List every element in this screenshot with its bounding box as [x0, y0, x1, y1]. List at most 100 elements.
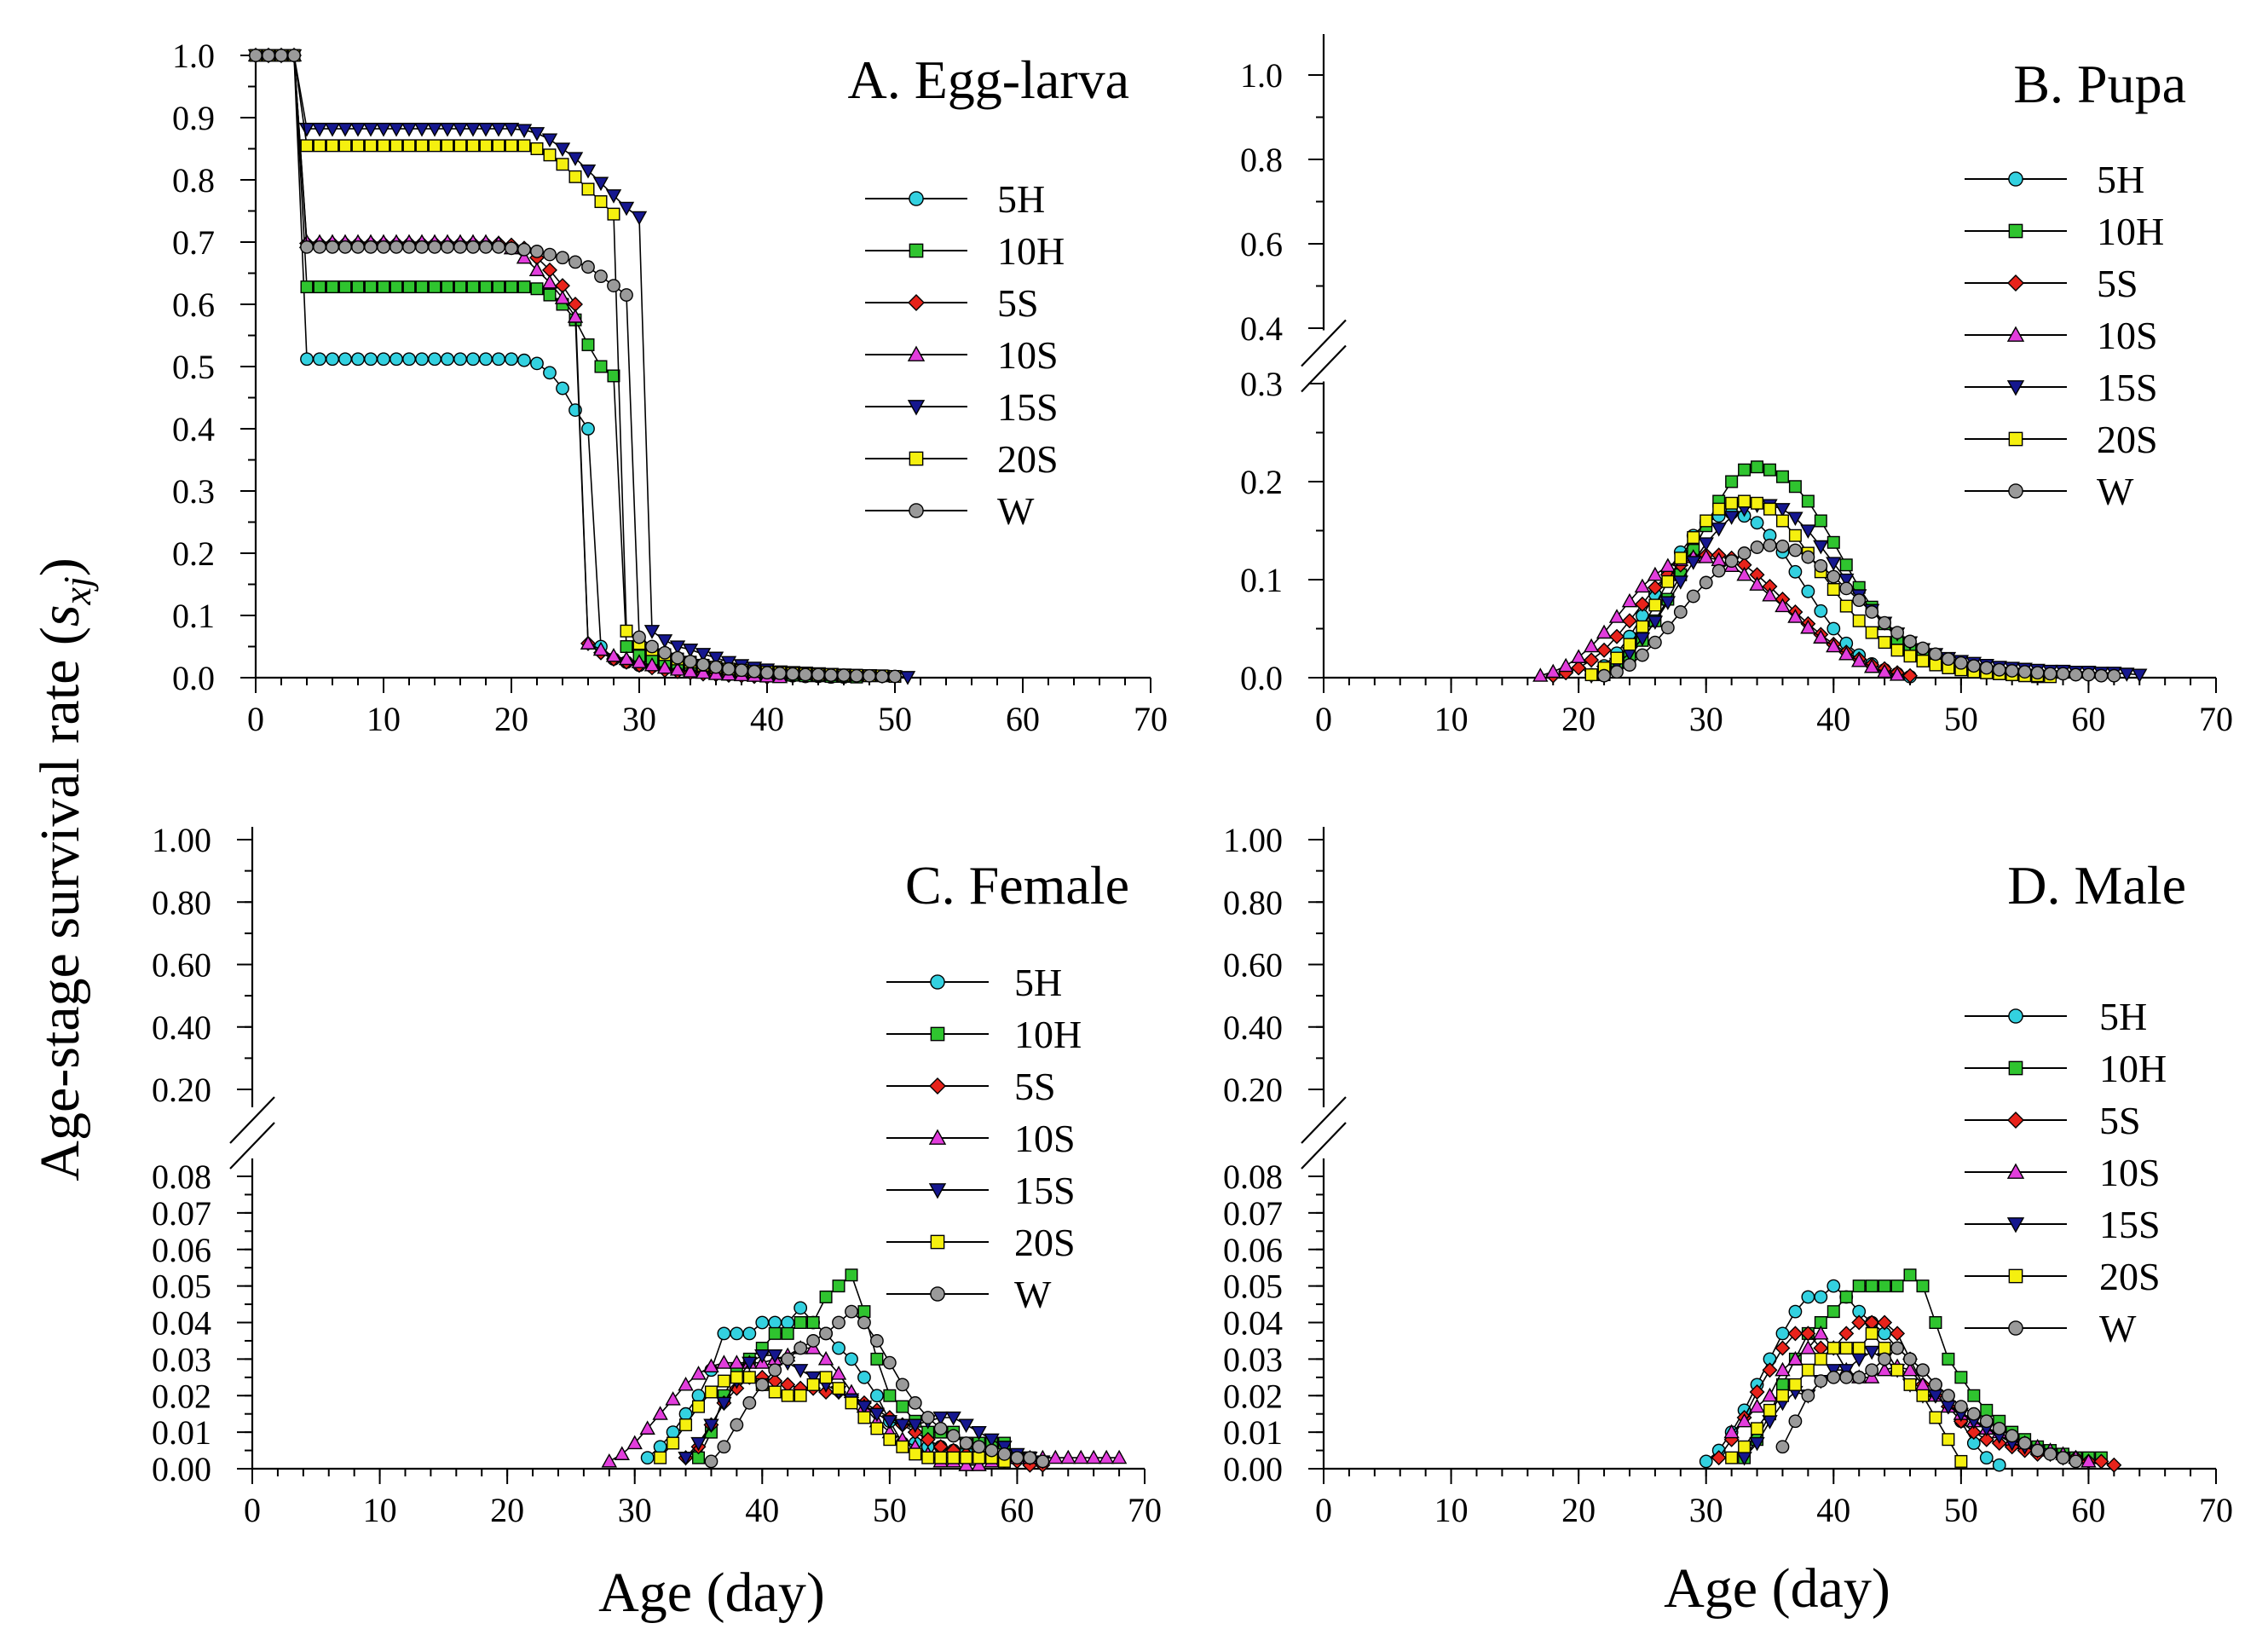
data-point-10s — [1647, 566, 1664, 581]
data-point-10s — [1826, 638, 1842, 653]
legend-marker-10s — [928, 1129, 947, 1145]
data-point-10s — [1889, 667, 1906, 681]
data-point-w — [415, 240, 429, 254]
y-tick-label: 0.02 — [1223, 1377, 1283, 1415]
data-point-20s — [466, 139, 480, 153]
data-point-w — [870, 1334, 884, 1348]
data-point-5h — [313, 352, 326, 367]
data-point-w — [2017, 665, 2032, 679]
data-point-w — [1839, 1370, 1854, 1384]
data-point-w — [1865, 1363, 1879, 1378]
series-w — [1597, 538, 2121, 683]
y-tick-label: 1.0 — [172, 37, 215, 75]
x-tick-label: 50 — [1944, 700, 1978, 738]
data-point-15s — [754, 1349, 770, 1364]
data-point-w — [453, 240, 467, 254]
data-point-10s — [665, 1391, 681, 1406]
x-tick-label: 30 — [618, 1491, 652, 1529]
data-point-5h — [1814, 1290, 1828, 1304]
legend-label-w: W — [1014, 1273, 1052, 1316]
data-point-10s — [1762, 586, 1778, 602]
data-point-10s — [1659, 557, 1676, 572]
data-point-w — [1827, 1370, 1841, 1384]
data-point-10s — [614, 1446, 630, 1460]
series-w — [704, 1304, 1050, 1469]
data-point-20s — [1738, 494, 1751, 508]
data-point-w — [568, 255, 582, 269]
x-tick-label: 60 — [1000, 1491, 1034, 1529]
data-point-10h — [1878, 1279, 1891, 1293]
data-point-w — [747, 664, 761, 679]
legend-label-5s: 5S — [1014, 1065, 1056, 1108]
data-point-20s — [313, 139, 326, 153]
data-point-w — [2043, 667, 2057, 681]
data-point-10h — [1738, 463, 1751, 477]
legend-label-10s: 10S — [2097, 314, 2158, 357]
data-point-10h — [1801, 494, 1815, 508]
data-point-w — [1827, 569, 1841, 584]
data-point-w — [492, 240, 505, 254]
data-point-10h — [794, 1315, 807, 1329]
data-point-5h — [1992, 1458, 2006, 1472]
data-point-20s — [1839, 1342, 1853, 1355]
data-point-w — [300, 240, 314, 254]
legend-item-10s: 10S — [1965, 314, 2158, 357]
data-point-10s — [1800, 1340, 1816, 1355]
legend-label-20s: 20S — [997, 437, 1059, 481]
data-point-5h — [768, 1315, 782, 1330]
data-point-10h — [806, 1315, 820, 1329]
data-point-w — [1801, 550, 1815, 564]
data-point-5s — [1838, 1326, 1855, 1342]
legend-marker-5h — [930, 974, 945, 990]
data-point-10s — [528, 262, 545, 276]
y-tick-label: 0.3 — [1240, 365, 1283, 403]
data-point-10h — [1751, 460, 1764, 474]
data-point-w — [658, 645, 672, 660]
data-point-15s — [2132, 668, 2148, 683]
data-point-10s — [1085, 1449, 1102, 1464]
x-axis-title-left: Age (day) — [598, 1562, 825, 1624]
axis-break-mark — [1301, 1122, 1347, 1170]
data-point-w — [1992, 1421, 2006, 1435]
data-point-w — [313, 240, 326, 254]
data-point-15s — [631, 211, 648, 226]
data-point-20s — [1890, 1363, 1904, 1377]
y-tick-label: 0.0 — [1240, 659, 1283, 697]
data-point-5h — [832, 1341, 845, 1355]
data-point-10h — [453, 280, 467, 294]
data-point-10s — [669, 661, 686, 676]
y-tick-label: 0.07 — [152, 1194, 211, 1233]
axis-break-mark — [229, 1122, 275, 1170]
data-point-10s — [1876, 1361, 1893, 1377]
data-point-5s — [1775, 1340, 1791, 1356]
legend-item-5h: 5H — [865, 177, 1045, 221]
data-point-15s — [881, 1415, 898, 1430]
data-point-20s — [934, 1451, 948, 1464]
data-point-20s — [300, 139, 314, 153]
data-point-20s — [581, 182, 595, 196]
x-tick-label: 70 — [1128, 1491, 1162, 1529]
legend-item-5s: 5S — [1965, 262, 2138, 305]
data-point-15s — [618, 201, 635, 217]
data-point-10h — [781, 1326, 794, 1340]
data-point-10s — [1876, 663, 1893, 679]
data-point-10s — [703, 1358, 719, 1373]
data-point-10s — [1787, 609, 1803, 623]
data-point-10h — [1763, 463, 1776, 477]
data-point-15s — [1749, 1436, 1765, 1452]
data-point-20s — [568, 170, 582, 183]
data-point-20s — [1916, 654, 1930, 667]
data-point-10h — [870, 1352, 884, 1366]
data-point-20s — [1763, 1403, 1776, 1417]
data-point-w — [351, 240, 365, 254]
data-point-20s — [390, 139, 403, 153]
data-point-w — [428, 240, 441, 254]
panel-pupa: 0.0 0.1 0.2 0.3 0.4 0.6 0.8 1.0 0 10 20 30 40 50 60 70 B… — [1240, 34, 2233, 738]
data-point-10h — [326, 280, 339, 294]
legend-item-5h: 5H — [1965, 158, 2144, 201]
data-point-w — [888, 669, 902, 684]
data-point-5h — [364, 352, 378, 367]
y-tick-label: 0.40 — [152, 1008, 211, 1047]
y-tick-label: 0.20 — [152, 1071, 211, 1109]
y-tick-label: 0.04 — [1223, 1304, 1283, 1343]
